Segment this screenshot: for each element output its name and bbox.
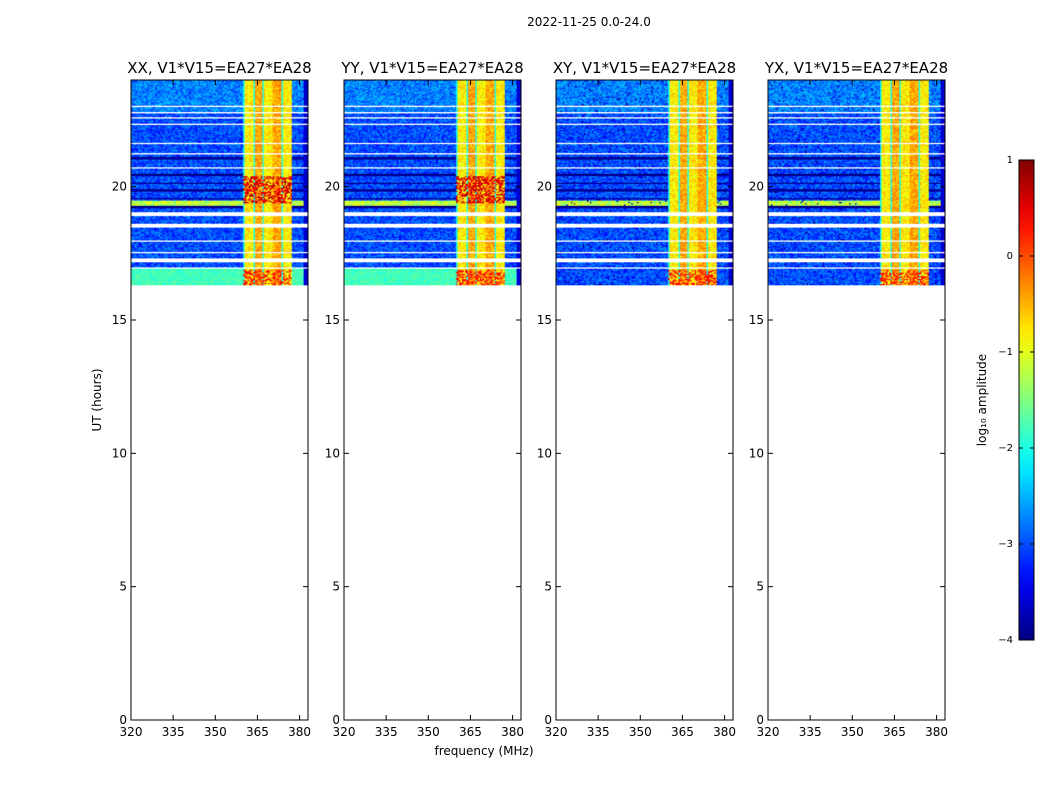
x-tick-label: 320 xyxy=(757,725,780,739)
heatmap-image-yx xyxy=(768,80,945,286)
x-tick-label: 380 xyxy=(501,725,524,739)
axes-frame xyxy=(343,79,522,721)
colorbar: −4 −3 −2 −1 0 1 log₁₀ amplitude xyxy=(975,155,1035,646)
y-tick-label: 15 xyxy=(537,313,552,327)
panel-yy: YY, V1*V15=EA27*EA28 320 335 350 365 380 0 5 10 1… xyxy=(325,59,524,739)
x-tick-label: 380 xyxy=(925,725,948,739)
y-tick-label: 5 xyxy=(332,580,340,594)
x-tick-label: 365 xyxy=(459,725,482,739)
y-tick-label: 20 xyxy=(112,180,127,194)
x-tick-label: 350 xyxy=(417,725,440,739)
x-tick-label: 350 xyxy=(629,725,652,739)
x-tick-label: 365 xyxy=(883,725,906,739)
x-axis-label: frequency (MHz) xyxy=(434,744,533,758)
x-tick-label: 365 xyxy=(671,725,694,739)
heatmap-image-xy xyxy=(556,80,733,286)
y-tick-label: 20 xyxy=(537,180,552,194)
y-tick-label: 0 xyxy=(332,713,340,727)
x-tick-label: 335 xyxy=(162,725,185,739)
x-tick-label: 365 xyxy=(246,725,269,739)
panel-title-yy: YY, V1*V15=EA27*EA28 xyxy=(340,59,523,77)
y-tick-label: 0 xyxy=(119,713,127,727)
panels-group: XX, V1*V15=EA27*EA28 320 335 350 365 380 0 5 10 1… xyxy=(112,59,948,739)
y-tick-label: 5 xyxy=(756,580,764,594)
axes-frame xyxy=(767,79,946,721)
x-tick-label: 335 xyxy=(799,725,822,739)
figure-title: 2022-11-25 0.0-24.0 xyxy=(527,15,651,29)
x-tick-label: 380 xyxy=(288,725,311,739)
axes-frame xyxy=(130,79,309,721)
panel-title-xy: XY, V1*V15=EA27*EA28 xyxy=(553,59,736,77)
x-tick-label: 320 xyxy=(120,725,143,739)
heatmap-image-yy xyxy=(344,80,521,286)
y-tick-label: 10 xyxy=(112,446,127,460)
y-tick-label: 5 xyxy=(119,580,127,594)
y-tick-label: 20 xyxy=(749,180,764,194)
colorbar-tick-label: −1 xyxy=(998,347,1013,358)
heatmap-image-xx xyxy=(131,80,308,286)
y-tick-label: 0 xyxy=(756,713,764,727)
axes-frame xyxy=(555,79,734,721)
x-tick-label: 380 xyxy=(713,725,736,739)
y-tick-label: 10 xyxy=(749,446,764,460)
x-tick-label: 350 xyxy=(204,725,227,739)
y-tick-label: 15 xyxy=(112,313,127,327)
colorbar-gradient xyxy=(1018,159,1035,641)
panel-title-yx: YX, V1*V15=EA27*EA28 xyxy=(764,59,948,77)
panel-yx: YX, V1*V15=EA27*EA28 320 335 350 365 380 0 5 10 1… xyxy=(749,59,948,739)
colorbar-tick-label: 1 xyxy=(1007,155,1013,166)
y-axis-label: UT (hours) xyxy=(90,368,104,431)
y-tick-label: 15 xyxy=(749,313,764,327)
panel-title-xx: XX, V1*V15=EA27*EA28 xyxy=(127,59,311,77)
x-tick-label: 335 xyxy=(587,725,610,739)
y-tick-label: 20 xyxy=(325,180,340,194)
colorbar-label: log₁₀ amplitude xyxy=(975,354,989,446)
panel-xy: XY, V1*V15=EA27*EA28 320 335 350 365 380 0 5 10 1… xyxy=(537,59,736,739)
y-tick-label: 10 xyxy=(537,446,552,460)
colorbar-tick-label: −3 xyxy=(998,539,1013,550)
panel-xx: XX, V1*V15=EA27*EA28 320 335 350 365 380 0 5 10 1… xyxy=(112,59,312,739)
x-tick-label: 320 xyxy=(545,725,568,739)
x-tick-label: 320 xyxy=(333,725,356,739)
colorbar-tick-label: −2 xyxy=(998,443,1013,454)
y-tick-label: 10 xyxy=(325,446,340,460)
y-tick-label: 5 xyxy=(544,580,552,594)
y-tick-label: 15 xyxy=(325,313,340,327)
colorbar-tick-label: 0 xyxy=(1007,251,1013,262)
x-tick-label: 335 xyxy=(375,725,398,739)
y-tick-label: 0 xyxy=(544,713,552,727)
x-tick-label: 350 xyxy=(841,725,864,739)
colorbar-tick-label: −4 xyxy=(998,635,1013,646)
